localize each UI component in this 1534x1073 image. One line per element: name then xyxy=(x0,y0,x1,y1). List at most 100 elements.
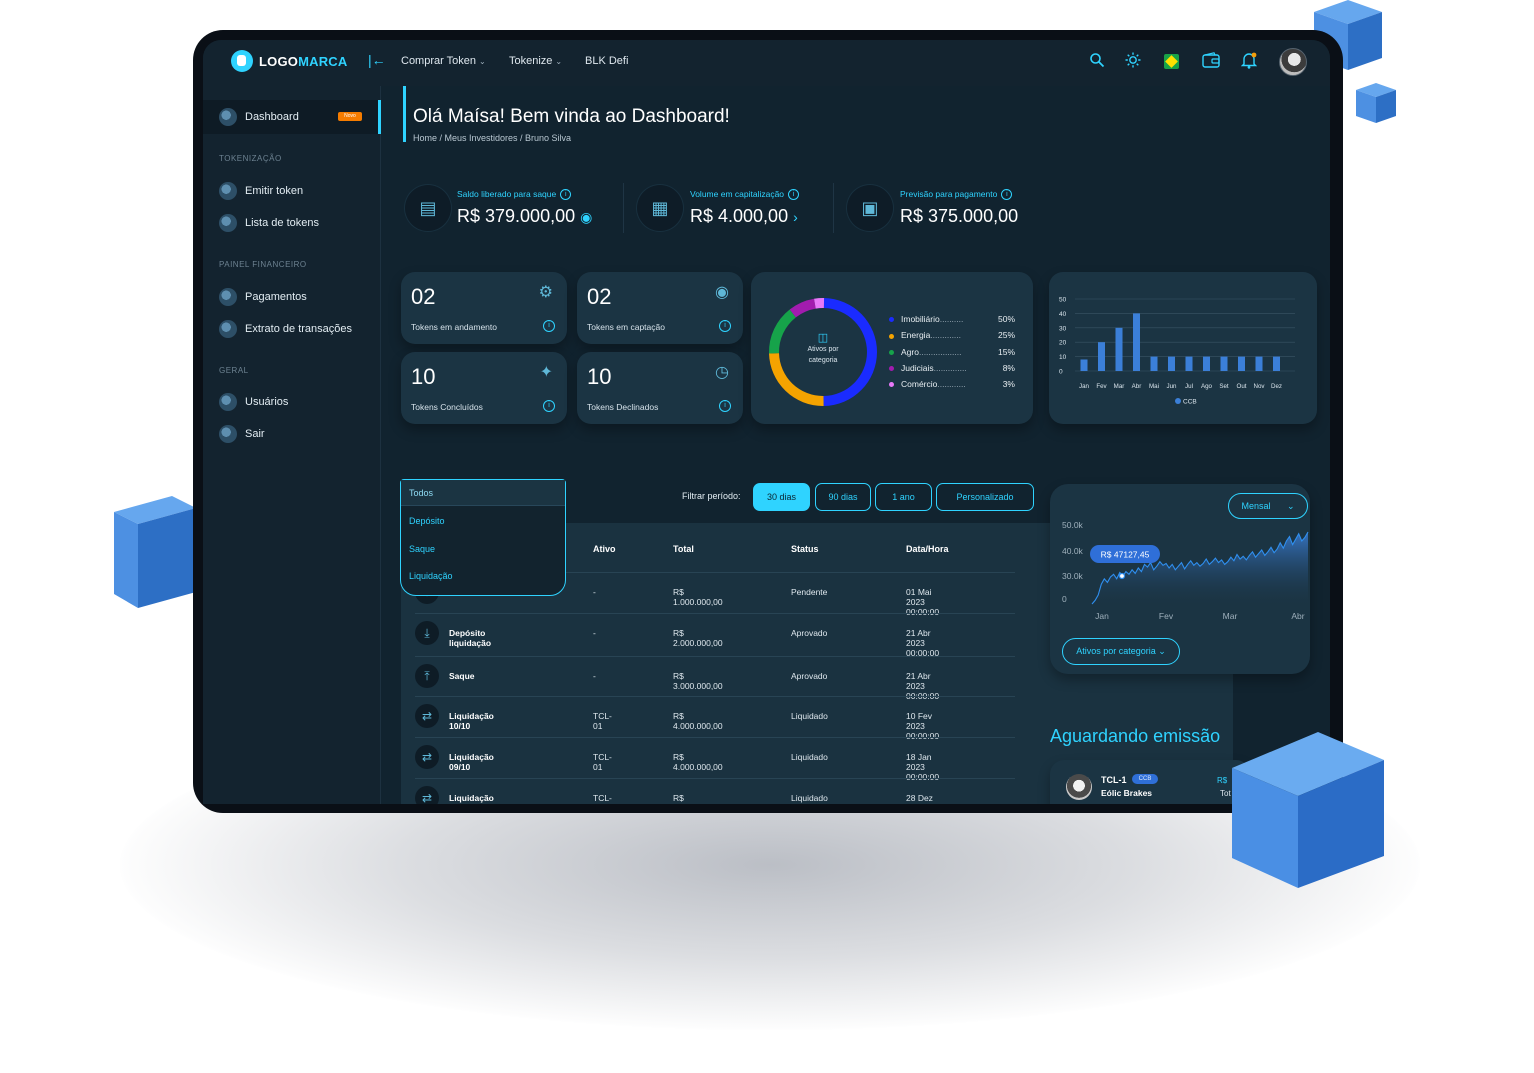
legend-dot xyxy=(889,382,894,388)
filter-30-dias[interactable]: 30 dias xyxy=(753,483,810,511)
stat-value-saldo: R$ 379.000,00 ◉ xyxy=(457,206,593,226)
info-icon[interactable]: i xyxy=(788,189,800,201)
bar xyxy=(1203,356,1210,371)
pending-token-card[interactable]: TCL-1 CCB Eólic Brakes R$ Tot xyxy=(1050,760,1250,804)
row-total: R$ 4.000.000,00 xyxy=(673,711,723,731)
nav-comprar-token[interactable]: Comprar Token ⌄ xyxy=(401,55,486,67)
legend-item: Imobiliário.......... 50% xyxy=(889,314,1019,324)
row-type: Liquidação 09/10 xyxy=(449,752,494,772)
wallet-icon[interactable] xyxy=(1201,52,1221,72)
eye-icon[interactable]: ◉ xyxy=(580,209,593,225)
sidebar-item-usuarios[interactable]: Usuários xyxy=(219,393,288,411)
category-select[interactable]: Ativos por categoria ⌄ xyxy=(1062,638,1180,665)
y-tick-label: 50 xyxy=(1059,297,1067,304)
legend-dot xyxy=(889,366,894,372)
stat-label-saldo: Saldo liberado para saque i xyxy=(457,189,572,201)
dropdown-option-deposito[interactable]: Depósito xyxy=(409,516,445,526)
filter-personalizado[interactable]: Personalizado xyxy=(936,483,1034,511)
sidebar-section-painel-financeiro: PAINEL FINANCEIRO xyxy=(219,260,307,269)
x-tick-label: Abr xyxy=(1291,611,1304,621)
info-icon[interactable]: i xyxy=(560,189,572,201)
building-icon: ▦ xyxy=(637,185,683,231)
sidebar-item-extrato[interactable]: Extrato de transações xyxy=(219,320,352,338)
bar xyxy=(1273,356,1280,371)
top-navigation-bar: LOGOMARCA |← Comprar Token ⌄ Tokenize ⌄ BL… xyxy=(203,40,1330,86)
legend-value: 50% xyxy=(997,314,1015,324)
bar xyxy=(1255,356,1263,371)
title-accent-bar xyxy=(403,86,406,142)
row-status: Aprovado xyxy=(791,628,828,638)
dashboard-screen: LOGOMARCA |← Comprar Token ⌄ Tokenize ⌄ BL… xyxy=(203,40,1330,804)
row-date: 01 Mai 2023 00:00:00 xyxy=(906,587,940,617)
donut-chart-card: ◫ Ativos por categoria Imobiliário......… xyxy=(751,272,1033,424)
chevron-right-icon[interactable]: › xyxy=(793,209,798,225)
breadcrumb: Home / Meus Investidores / Bruno Silva xyxy=(413,133,572,143)
token-icon xyxy=(219,182,237,200)
row-total: R$ 4.000.000,00 xyxy=(673,793,723,804)
counter-card-declinados[interactable]: 10 Tokens Declinados ◷ i xyxy=(577,352,743,424)
donut-slice-0 xyxy=(823,298,878,406)
download-icon: ⤓ xyxy=(415,621,439,645)
area-line xyxy=(1091,531,1309,605)
token-progress-icon: ⚙ xyxy=(538,284,553,301)
counter-number: 02 xyxy=(411,284,436,309)
legend-leader: .................. xyxy=(918,346,962,357)
chevron-down-icon: ⌄ xyxy=(1158,646,1166,656)
info-icon[interactable]: i xyxy=(543,320,555,332)
filter-90-dias[interactable]: 90 dias xyxy=(815,483,871,511)
filter-1-ano[interactable]: 1 ano xyxy=(875,483,932,511)
cube-small-right-icon xyxy=(1356,83,1396,123)
counter-number: 10 xyxy=(411,364,436,389)
bar xyxy=(1133,313,1140,371)
table-header-total: Total xyxy=(673,544,694,554)
tooltip-bubble xyxy=(1090,545,1160,563)
dropdown-option-todos[interactable]: Todos xyxy=(409,488,434,498)
counter-card-concluidos[interactable]: 10 Tokens Concluídos ✦ i xyxy=(401,352,567,424)
sidebar-item-dashboard[interactable]: Dashboard xyxy=(219,108,299,126)
row-asset: TCL-01 xyxy=(593,752,612,772)
notification-bell-icon[interactable] xyxy=(1239,52,1259,72)
sidebar: Dashboard Novo TOKENIZAÇÃO Emitir token … xyxy=(203,86,381,804)
counter-card-captacao[interactable]: 02 Tokens em captação ◉ i xyxy=(577,272,743,344)
row-total: R$ 4.000.000,00 xyxy=(673,752,723,772)
legend-item: Comércio............ 3% xyxy=(889,379,1019,389)
sidebar-item-lista-tokens[interactable]: Lista de tokens xyxy=(219,214,319,232)
info-icon[interactable]: i xyxy=(543,400,555,412)
x-tick-label: Ago xyxy=(1201,383,1213,390)
donut-chart xyxy=(769,298,878,406)
info-icon[interactable]: i xyxy=(719,320,731,332)
x-tick-label: Jan xyxy=(1079,383,1090,390)
type-filter-dropdown[interactable]: Todos Depósito Saque Liquidação xyxy=(400,479,566,596)
y-tick-label: 40 xyxy=(1059,311,1067,318)
row-date: 28 Dez 2022 00:00:00 xyxy=(906,793,933,804)
nav-blk-defi[interactable]: BLK Defi xyxy=(585,55,629,67)
sidebar-item-pagamentos[interactable]: Pagamentos xyxy=(219,288,307,306)
period-select[interactable]: Mensal ⌄ xyxy=(1228,493,1308,519)
logo[interactable]: LOGOMARCA xyxy=(259,54,348,69)
sidebar-item-emitir-token[interactable]: Emitir token xyxy=(219,182,303,200)
x-tick-label: Abr xyxy=(1132,383,1142,390)
bar xyxy=(1220,356,1228,371)
transfer-icon: ⇄ xyxy=(415,786,439,804)
sidebar-item-sair[interactable]: Sair xyxy=(219,425,265,443)
theme-sun-icon[interactable] xyxy=(1123,52,1143,72)
info-icon[interactable]: i xyxy=(1001,189,1013,201)
legend-label: Judiciais xyxy=(901,362,934,373)
collapse-sidebar-icon[interactable]: |← xyxy=(368,52,386,68)
info-icon[interactable]: i xyxy=(719,400,731,412)
user-avatar[interactable] xyxy=(1279,48,1307,76)
search-icon[interactable] xyxy=(1087,52,1107,72)
donut-slice-2 xyxy=(769,309,796,354)
sidebar-item-label: Extrato de transações xyxy=(245,323,353,335)
brazil-flag-icon[interactable] xyxy=(1164,54,1179,69)
globe-icon: ◉ xyxy=(715,284,729,301)
dropdown-option-saque[interactable]: Saque xyxy=(409,544,436,554)
dropdown-option-liquidacao[interactable]: Liquidação xyxy=(409,571,453,581)
bar xyxy=(1115,327,1123,371)
legend-dot xyxy=(889,333,894,339)
row-total: R$ 1.000.000,00 xyxy=(673,587,723,607)
x-tick-label: Fev xyxy=(1096,383,1107,390)
dashboard-icon xyxy=(219,108,237,126)
counter-card-andamento[interactable]: 02 Tokens em andamento ⚙ i xyxy=(401,272,567,344)
nav-tokenize[interactable]: Tokenize ⌄ xyxy=(509,55,563,67)
